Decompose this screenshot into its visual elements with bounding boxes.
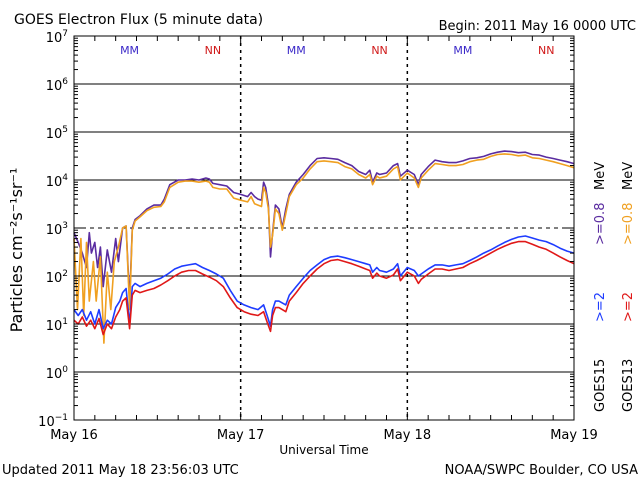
legend-unit-goes15: MeV bbox=[593, 162, 608, 190]
legend-goes13-08mev: >=0.8 bbox=[621, 203, 636, 245]
legend-unit-goes13: MeV bbox=[621, 162, 636, 190]
y-axis-label: Particles cm⁻²s⁻¹sr⁻¹ bbox=[7, 168, 26, 333]
top-marker: NN bbox=[371, 44, 387, 57]
legend-goes15-2mev: >=2 bbox=[593, 292, 608, 322]
top-markers: MM NN MM NN MM NN bbox=[120, 44, 554, 57]
y-tick-label: 100 bbox=[46, 365, 69, 382]
top-marker: MM bbox=[120, 44, 139, 57]
legend-goes13-label: GOES13 bbox=[621, 359, 636, 412]
top-marker: NN bbox=[205, 44, 221, 57]
y-tick-label: 10−1 bbox=[38, 413, 68, 430]
credit-line: NOAA/SWPC Boulder, CO USA bbox=[445, 463, 638, 478]
y-tick-label: 101 bbox=[46, 317, 68, 334]
x-axis: May 16 May 17 May 18 May 19 bbox=[50, 36, 598, 443]
y-tick-label: 107 bbox=[46, 29, 68, 46]
day-dividers bbox=[239, 36, 409, 420]
chart-title: GOES Electron Flux (5 minute data) bbox=[14, 12, 263, 28]
series-line bbox=[73, 240, 575, 336]
series-line bbox=[73, 235, 575, 330]
y-tick-label: 102 bbox=[46, 269, 68, 286]
x-tick-label: May 16 bbox=[50, 428, 98, 443]
y-tick-label: 103 bbox=[46, 221, 68, 238]
y-tick-label: 104 bbox=[46, 173, 69, 190]
legend-goes15-label: GOES15 bbox=[593, 359, 608, 412]
top-marker: MM bbox=[287, 44, 306, 57]
legend-goes13-2mev: >=2 bbox=[621, 292, 636, 322]
legend: GOES15 GOES13 >=2 >=2 >=0.8 >=0.8 MeV Me… bbox=[593, 162, 636, 412]
grid-lines bbox=[74, 83, 574, 373]
series-line bbox=[73, 153, 575, 344]
x-axis-label: Universal Time bbox=[279, 443, 368, 457]
legend-goes15-08mev: >=0.8 bbox=[593, 203, 608, 245]
plot-area: MM NN MM NN MM NN bbox=[73, 35, 575, 421]
y-axis: 10−1 100 101 102 103 104 105 106 107 bbox=[38, 29, 574, 430]
y-tick-label: 106 bbox=[46, 77, 69, 94]
x-tick-label: May 18 bbox=[384, 428, 432, 443]
top-marker: MM bbox=[453, 44, 472, 57]
x-tick-label: May 17 bbox=[217, 428, 265, 443]
updated-timestamp: Updated 2011 May 18 23:56:03 UTC bbox=[2, 463, 239, 478]
y-tick-label: 105 bbox=[46, 125, 68, 142]
top-marker: NN bbox=[538, 44, 554, 57]
x-tick-label: May 19 bbox=[550, 428, 598, 443]
begin-time: Begin: 2011 May 16 0000 UTC bbox=[439, 19, 636, 34]
series-layer bbox=[73, 150, 575, 344]
series-line bbox=[73, 150, 575, 302]
